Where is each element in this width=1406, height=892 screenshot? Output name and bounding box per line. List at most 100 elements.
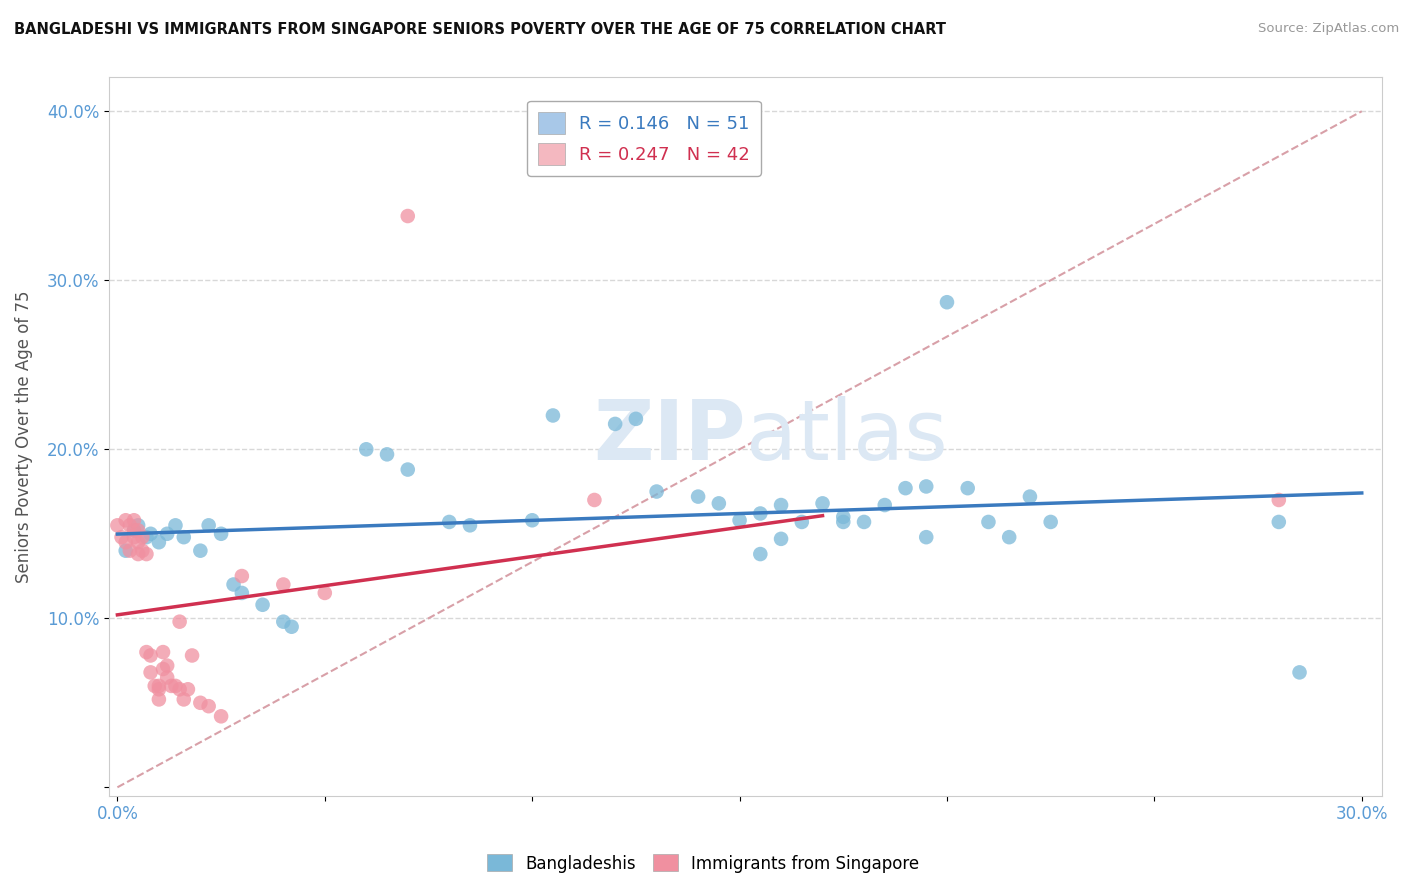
Point xyxy=(148,682,170,697)
Point xyxy=(173,692,195,706)
Point xyxy=(583,493,606,508)
Point xyxy=(197,518,219,533)
Point xyxy=(122,530,145,544)
Point xyxy=(156,526,179,541)
Point xyxy=(1019,490,1042,504)
Text: ZIP: ZIP xyxy=(593,396,745,477)
Point xyxy=(114,543,136,558)
Point xyxy=(148,679,170,693)
Point xyxy=(522,513,544,527)
Point xyxy=(135,547,157,561)
Point xyxy=(749,507,772,521)
Point xyxy=(127,535,149,549)
Point xyxy=(1268,515,1291,529)
Point xyxy=(209,526,232,541)
Point xyxy=(915,479,938,493)
Legend: Bangladeshis, Immigrants from Singapore: Bangladeshis, Immigrants from Singapore xyxy=(481,847,925,880)
Point xyxy=(645,484,668,499)
Point xyxy=(688,490,710,504)
Point xyxy=(152,662,174,676)
Point xyxy=(107,518,129,533)
Point xyxy=(148,535,170,549)
Point xyxy=(894,481,917,495)
Point xyxy=(728,513,751,527)
Point xyxy=(127,547,149,561)
Point xyxy=(252,598,274,612)
Point xyxy=(127,518,149,533)
Point xyxy=(956,481,979,495)
Point xyxy=(541,409,564,423)
Point xyxy=(114,535,136,549)
Point xyxy=(181,648,204,663)
Point xyxy=(160,679,183,693)
Point xyxy=(165,518,187,533)
Y-axis label: Seniors Poverty Over the Age of 75: Seniors Poverty Over the Age of 75 xyxy=(15,291,32,582)
Text: Source: ZipAtlas.com: Source: ZipAtlas.com xyxy=(1258,22,1399,36)
Point xyxy=(998,530,1021,544)
Point xyxy=(977,515,1000,529)
Point xyxy=(190,696,212,710)
Point xyxy=(135,530,157,544)
Point xyxy=(173,530,195,544)
Point xyxy=(127,524,149,538)
Point xyxy=(873,498,896,512)
Point xyxy=(110,530,132,544)
Point xyxy=(209,709,232,723)
Point xyxy=(122,524,145,538)
Text: BANGLADESHI VS IMMIGRANTS FROM SINGAPORE SENIORS POVERTY OVER THE AGE OF 75 CORR: BANGLADESHI VS IMMIGRANTS FROM SINGAPORE… xyxy=(14,22,946,37)
Point xyxy=(143,679,166,693)
Point xyxy=(152,645,174,659)
Point xyxy=(936,295,959,310)
Point xyxy=(177,682,200,697)
Point xyxy=(280,620,302,634)
Point xyxy=(169,682,191,697)
Point xyxy=(853,515,876,529)
Point xyxy=(707,496,730,510)
Point xyxy=(749,547,772,561)
Point xyxy=(375,447,398,461)
Point xyxy=(273,615,295,629)
Point xyxy=(190,543,212,558)
Point xyxy=(231,569,253,583)
Point xyxy=(770,498,793,512)
Point xyxy=(915,530,938,544)
Point xyxy=(458,518,481,533)
Point xyxy=(156,658,179,673)
Point xyxy=(790,515,813,529)
Point xyxy=(169,615,191,629)
Point xyxy=(148,692,170,706)
Point xyxy=(832,515,855,529)
Point xyxy=(231,586,253,600)
Point xyxy=(811,496,834,510)
Point xyxy=(156,670,179,684)
Point xyxy=(118,543,141,558)
Point xyxy=(165,679,187,693)
Point xyxy=(832,509,855,524)
Point xyxy=(122,524,145,538)
Point xyxy=(770,532,793,546)
Point xyxy=(1288,665,1310,680)
Point xyxy=(396,209,419,223)
Point xyxy=(624,412,647,426)
Point xyxy=(131,543,153,558)
Point xyxy=(197,699,219,714)
Point xyxy=(314,586,336,600)
Point xyxy=(356,442,378,457)
Point xyxy=(1039,515,1062,529)
Point xyxy=(139,526,162,541)
Point xyxy=(1268,493,1291,508)
Point xyxy=(139,648,162,663)
Text: atlas: atlas xyxy=(745,396,948,477)
Point xyxy=(135,645,157,659)
Point xyxy=(114,513,136,527)
Legend: R = 0.146   N = 51, R = 0.247   N = 42: R = 0.146 N = 51, R = 0.247 N = 42 xyxy=(527,101,761,176)
Point xyxy=(273,577,295,591)
Point xyxy=(439,515,461,529)
Point xyxy=(118,518,141,533)
Point xyxy=(605,417,627,431)
Point xyxy=(222,577,245,591)
Point xyxy=(139,665,162,680)
Point xyxy=(131,530,153,544)
Point xyxy=(122,513,145,527)
Point xyxy=(396,462,419,476)
